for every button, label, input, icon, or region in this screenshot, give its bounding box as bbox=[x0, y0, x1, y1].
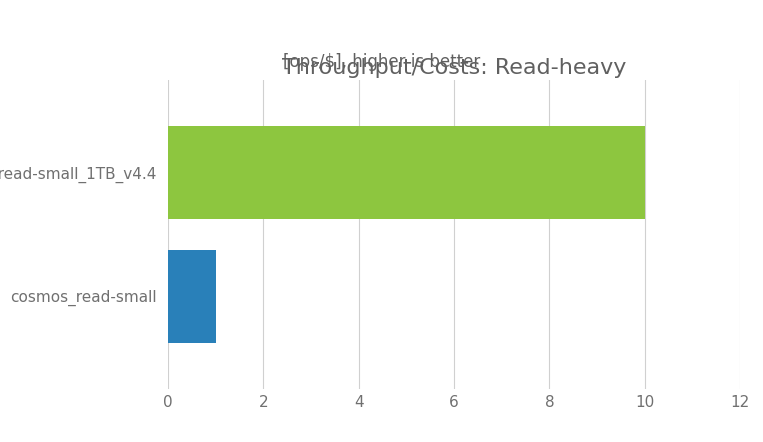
Text: [ops/$], higher is better: [ops/$], higher is better bbox=[283, 53, 480, 71]
Bar bbox=[168, 250, 216, 343]
Bar bbox=[168, 126, 645, 219]
Title: Throughput/Costs: Read-heavy: Throughput/Costs: Read-heavy bbox=[282, 58, 626, 78]
